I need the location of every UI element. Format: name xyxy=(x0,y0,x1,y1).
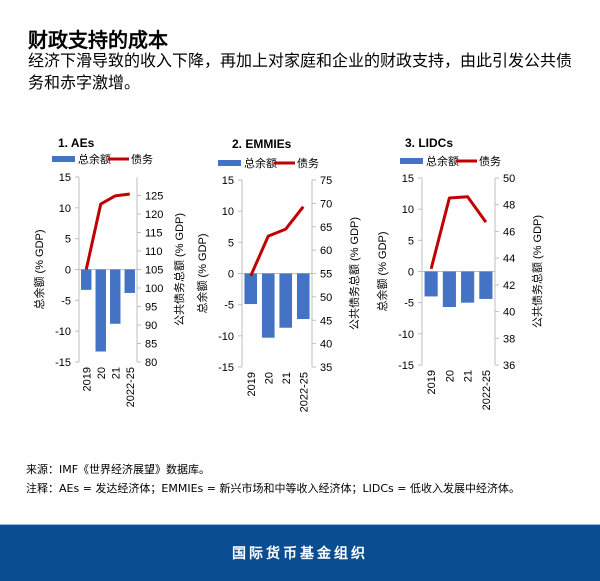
right-tick-label: 95 xyxy=(145,302,157,314)
right-tick-label: 100 xyxy=(145,283,163,295)
debt-line xyxy=(431,197,486,269)
right-tick-label: 44 xyxy=(503,253,515,265)
balance-bar xyxy=(425,272,438,297)
right-tick-label: 46 xyxy=(503,226,515,238)
right-tick-label: 125 xyxy=(145,191,163,203)
panel-title: 1. AEs xyxy=(58,136,95,150)
balance-bar xyxy=(461,272,474,303)
left-tick-label: -15 xyxy=(55,357,71,369)
legend-swatch-balance xyxy=(52,156,75,162)
left-tick-label: -15 xyxy=(398,360,414,372)
balance-bar xyxy=(125,270,135,293)
left-tick-label: 0 xyxy=(228,269,234,281)
right-tick-label: 60 xyxy=(320,245,332,257)
left-tick-label: 15 xyxy=(402,173,414,185)
left-tick-label: 0 xyxy=(408,267,414,279)
legend-label-balance: 总余额 xyxy=(78,152,111,166)
x-tick-label: 20 xyxy=(444,370,456,382)
x-tick-label: 2019 xyxy=(246,372,258,396)
left-tick-label: -5 xyxy=(404,298,414,310)
x-tick-label: 20 xyxy=(96,367,108,379)
right-tick-label: 40 xyxy=(320,339,332,351)
right-tick-label: 50 xyxy=(320,292,332,304)
panel-title: 3. LIDCs xyxy=(405,136,453,150)
right-tick-label: 105 xyxy=(145,265,163,277)
legend-swatch-balance xyxy=(218,160,241,166)
right-tick-label: 70 xyxy=(320,198,332,210)
right-tick-label: 110 xyxy=(145,246,163,258)
left-tick-label: 15 xyxy=(59,172,71,184)
right-tick-label: 38 xyxy=(503,333,515,345)
legend-swatch-balance xyxy=(400,158,423,164)
left-tick-label: 10 xyxy=(59,203,71,215)
left-tick-label: 10 xyxy=(222,206,234,218)
x-tick-label: 2022-25 xyxy=(125,367,137,407)
legend-label-debt: 债务 xyxy=(131,152,153,166)
debt-line xyxy=(251,207,304,276)
balance-bar xyxy=(443,272,456,308)
x-tick-label: 2022-25 xyxy=(298,372,310,412)
right-axis-label: 公共债务总额 (% GDP) xyxy=(172,213,186,326)
left-tick-label: -5 xyxy=(61,295,71,307)
balance-bar xyxy=(110,270,120,324)
right-tick-label: 85 xyxy=(145,339,157,351)
right-tick-label: 65 xyxy=(320,222,332,234)
left-tick-label: 5 xyxy=(408,235,414,247)
legend-label-balance: 总余额 xyxy=(426,154,459,168)
footer-bar: 国际货币基金组织 xyxy=(0,524,600,581)
notes: 来源：IMF《世界经济展望》数据库。 注释：AEs = 发达经济体；EMMIEs… xyxy=(26,460,520,498)
left-tick-label: -15 xyxy=(218,362,234,374)
left-axis-label: 总余额 (% GDP) xyxy=(375,231,389,311)
legend-label-balance: 总余额 xyxy=(244,156,277,170)
left-tick-label: 10 xyxy=(402,204,414,216)
balance-bar xyxy=(81,270,91,290)
left-tick-label: -10 xyxy=(218,331,234,343)
right-tick-label: 120 xyxy=(145,209,163,221)
x-tick-label: 21 xyxy=(463,370,475,382)
left-tick-label: -10 xyxy=(55,326,71,338)
left-axis-label: 总余额 (% GDP) xyxy=(195,233,209,313)
right-axis-label: 公共债务总额 (% GDP) xyxy=(347,217,361,330)
right-tick-label: 42 xyxy=(503,280,515,292)
right-tick-label: 80 xyxy=(145,357,157,369)
x-tick-label: 2019 xyxy=(426,370,438,394)
right-tick-label: 90 xyxy=(145,320,157,332)
balance-bar xyxy=(96,270,106,352)
left-tick-label: 5 xyxy=(228,237,234,249)
legend-label-debt: 债务 xyxy=(479,154,501,168)
legend-label-debt: 债务 xyxy=(297,156,319,170)
x-tick-label: 21 xyxy=(110,367,122,379)
right-tick-label: 35 xyxy=(320,362,332,374)
right-axis-label: 公共债务总额 (% GDP) xyxy=(530,215,544,328)
balance-bar xyxy=(297,274,310,320)
left-tick-label: 5 xyxy=(65,234,71,246)
right-tick-label: 48 xyxy=(503,200,515,212)
x-tick-label: 21 xyxy=(281,372,293,384)
x-tick-label: 20 xyxy=(263,372,275,384)
balance-bar xyxy=(244,274,257,305)
right-tick-label: 40 xyxy=(503,307,515,319)
right-tick-label: 75 xyxy=(320,175,332,187)
balance-bar xyxy=(262,274,275,338)
panel-title: 2. EMMIEs xyxy=(232,137,292,151)
charts-canvas: 1. AEs总余额债务-15-10-5051015808590951001051… xyxy=(0,0,600,520)
right-tick-label: 115 xyxy=(145,228,163,240)
right-tick-label: 50 xyxy=(503,173,515,185)
left-tick-label: -10 xyxy=(398,329,414,341)
x-tick-label: 2022-25 xyxy=(481,370,493,410)
abbreviation-note: 注释：AEs = 发达经济体；EMMIEs = 新兴市场和中等收入经济体；LID… xyxy=(26,479,520,498)
x-tick-label: 2019 xyxy=(81,367,93,391)
balance-bar xyxy=(279,274,292,328)
right-tick-label: 55 xyxy=(320,269,332,281)
debt-line xyxy=(86,194,130,269)
left-axis-label: 总余额 (% GDP) xyxy=(32,229,46,309)
right-tick-label: 45 xyxy=(320,315,332,327)
left-tick-label: -5 xyxy=(224,300,234,312)
balance-bar xyxy=(479,272,492,299)
source-note: 来源：IMF《世界经济展望》数据库。 xyxy=(26,460,520,479)
left-tick-label: 15 xyxy=(222,175,234,187)
right-tick-label: 36 xyxy=(503,360,515,372)
left-tick-label: 0 xyxy=(65,265,71,277)
footer-org-name: 国际货币基金组织 xyxy=(232,543,368,563)
